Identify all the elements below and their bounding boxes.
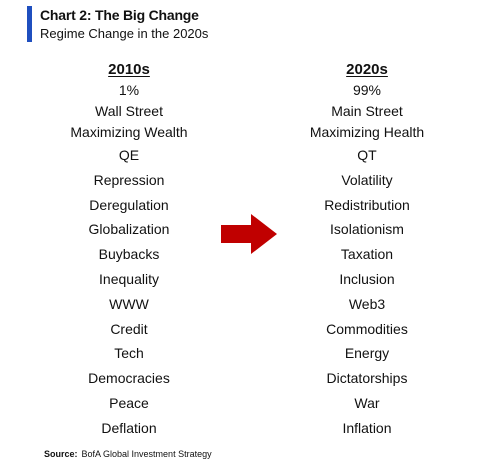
list-item: Deflation [101, 419, 157, 436]
list-item: War [354, 394, 380, 411]
list-item: Commodities [326, 320, 408, 337]
list-2010s: 1% Wall Street Maximizing Wealth QE Repr… [29, 80, 229, 441]
right-arrow-shape [221, 214, 277, 254]
list-item: Volatility [341, 171, 393, 188]
list-item: Peace [109, 394, 149, 411]
list-item: 1% [118, 82, 140, 98]
list-item: Repression [93, 171, 165, 188]
title-accent-bar [27, 6, 32, 42]
chart-subtitle: Regime Change in the 2020s [40, 26, 209, 41]
list-item: Democracies [88, 370, 170, 387]
list-item: Energy [344, 345, 390, 362]
list-item: Main Street [331, 103, 403, 119]
list-item: Buybacks [98, 246, 160, 263]
list-item: Redistribution [324, 196, 410, 213]
list-item: Wall Street [95, 103, 163, 119]
list-item: Maximizing Wealth [70, 124, 188, 140]
column-2010s: 2010s 1% Wall Street Maximizing Wealth Q… [29, 59, 229, 441]
right-arrow-icon [221, 214, 277, 254]
list-item: Credit [110, 320, 148, 337]
list-item: Inflation [342, 419, 392, 436]
list-item: QT [357, 147, 377, 163]
list-item: Globalization [88, 221, 170, 238]
list-item: Tech [114, 345, 144, 362]
list-2020s: 99% Main Street Maximizing Health QT Vol… [267, 80, 467, 441]
list-item: Web3 [348, 295, 386, 312]
list-item: 99% [352, 82, 382, 98]
column-header-2020s: 2020s [346, 61, 388, 78]
column-2020s: 2020s 99% Main Street Maximizing Health … [267, 59, 467, 441]
list-item: Taxation [340, 246, 394, 263]
chart-title: Chart 2: The Big Change [40, 7, 199, 23]
source-text: BofA Global Investment Strategy [81, 449, 212, 459]
list-item: QE [118, 147, 140, 163]
list-item: Deregulation [89, 196, 169, 213]
list-item: WWW [109, 295, 149, 312]
column-header-2010s: 2010s [108, 61, 150, 78]
list-item: Inequality [99, 270, 159, 287]
source-note: Source: BofA Global Investment Strategy [44, 449, 212, 459]
list-item: Dictatorships [326, 370, 408, 387]
list-item: Maximizing Health [309, 124, 425, 140]
list-item: Isolationism [330, 221, 404, 238]
source-label: Source: [44, 449, 78, 459]
list-item: Inclusion [339, 270, 395, 287]
